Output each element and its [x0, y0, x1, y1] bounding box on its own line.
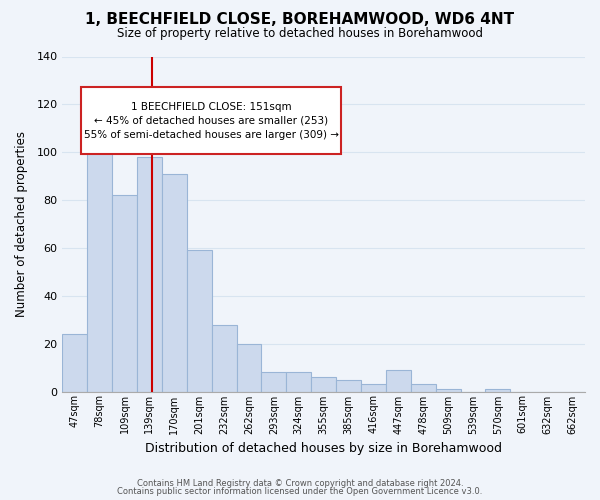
Bar: [187, 250, 212, 392]
Bar: [436, 389, 461, 392]
Bar: [336, 380, 361, 392]
Bar: [485, 389, 511, 392]
Text: Size of property relative to detached houses in Borehamwood: Size of property relative to detached ho…: [117, 28, 483, 40]
Text: 1, BEECHFIELD CLOSE, BOREHAMWOOD, WD6 4NT: 1, BEECHFIELD CLOSE, BOREHAMWOOD, WD6 4N…: [85, 12, 515, 28]
Bar: [262, 372, 286, 392]
Bar: [361, 384, 386, 392]
Bar: [62, 334, 87, 392]
Bar: [386, 370, 411, 392]
Bar: [162, 174, 187, 392]
Bar: [87, 142, 112, 392]
Text: 1 BEECHFIELD CLOSE: 151sqm
← 45% of detached houses are smaller (253)
55% of sem: 1 BEECHFIELD CLOSE: 151sqm ← 45% of deta…: [84, 102, 339, 140]
X-axis label: Distribution of detached houses by size in Borehamwood: Distribution of detached houses by size …: [145, 442, 502, 455]
Text: Contains public sector information licensed under the Open Government Licence v3: Contains public sector information licen…: [118, 487, 482, 496]
Y-axis label: Number of detached properties: Number of detached properties: [15, 131, 28, 317]
Bar: [286, 372, 311, 392]
Bar: [311, 377, 336, 392]
Bar: [236, 344, 262, 392]
Text: Contains HM Land Registry data © Crown copyright and database right 2024.: Contains HM Land Registry data © Crown c…: [137, 478, 463, 488]
Bar: [137, 157, 162, 392]
Bar: [112, 196, 137, 392]
Bar: [411, 384, 436, 392]
Bar: [212, 324, 236, 392]
